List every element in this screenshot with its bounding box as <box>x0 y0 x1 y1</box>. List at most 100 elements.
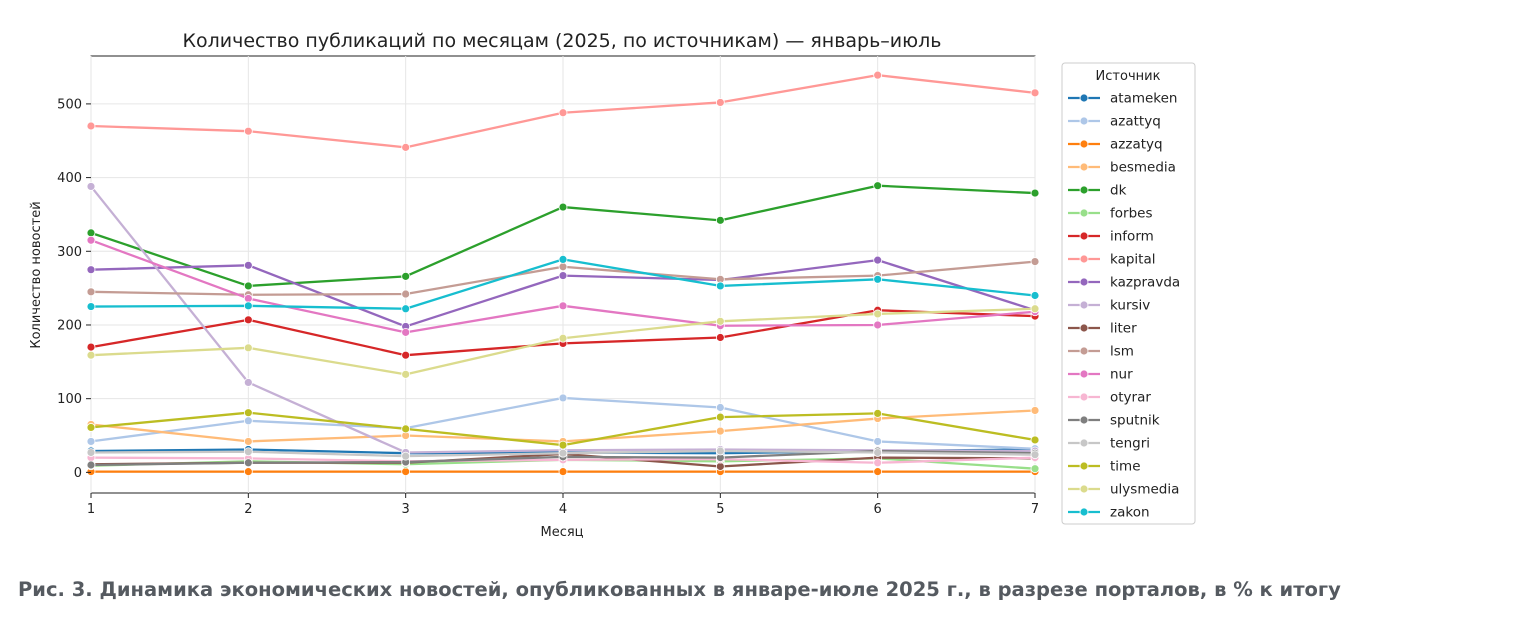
legend-label: azattyq <box>1110 114 1161 130</box>
data-point-dk <box>715 215 725 225</box>
data-point-azzatyq <box>558 467 568 477</box>
data-point-time <box>401 424 411 434</box>
data-point-tengri <box>873 448 883 457</box>
data-point-kapital <box>873 70 883 80</box>
data-point-kazpravda <box>86 265 96 275</box>
legend-label: inform <box>1110 229 1154 245</box>
chart-title: Количество публикаций по месяцам (2025, … <box>183 30 942 52</box>
data-point-liter <box>715 462 725 471</box>
data-point-inform <box>401 350 411 360</box>
data-point-kazpravda <box>873 255 883 265</box>
data-point-time <box>873 409 883 418</box>
legend-item-kapital: kapital <box>1068 252 1156 268</box>
data-point-lsm <box>401 289 411 299</box>
legend-swatch-marker <box>1079 300 1089 310</box>
legend-item-inform: inform <box>1068 229 1154 245</box>
data-point-zakon <box>401 304 411 314</box>
x-tick-label: 5 <box>716 502 724 517</box>
series-zakon <box>86 254 1040 314</box>
data-point-tengri <box>558 448 568 458</box>
data-point-dk <box>1030 188 1040 198</box>
legend-item-tengri: tengri <box>1068 436 1150 452</box>
legend-label: kapital <box>1110 252 1156 268</box>
data-point-zakon <box>86 302 96 311</box>
legend-swatch-marker <box>1079 116 1089 126</box>
series-dk <box>86 181 1040 291</box>
legend: Источник atameken azattyq azzatyq besmedia d… <box>1061 62 1196 525</box>
legend-label: time <box>1110 459 1141 475</box>
series-time <box>86 408 1040 450</box>
data-point-nur <box>873 320 883 330</box>
legend-swatch-marker <box>1079 484 1089 494</box>
data-point-dk <box>86 228 96 238</box>
legend-swatch-marker <box>1079 507 1089 517</box>
data-point-nur <box>558 301 568 311</box>
data-point-sputnik <box>243 458 253 468</box>
legend-label: ulysmedia <box>1110 482 1179 498</box>
data-point-azzatyq <box>401 467 411 477</box>
data-point-zakon <box>715 281 725 291</box>
legend-swatch-marker <box>1079 93 1089 103</box>
legend-item-besmedia: besmedia <box>1068 160 1176 176</box>
data-point-tengri <box>401 451 411 461</box>
legend-label: liter <box>1110 321 1137 337</box>
legend-label: azzatyq <box>1110 137 1163 153</box>
y-tick-label: 400 <box>57 171 82 186</box>
legend-label: nur <box>1110 367 1133 383</box>
x-tick-label: 4 <box>559 502 567 517</box>
data-point-otyrar <box>873 458 883 468</box>
legend-item-azzatyq: azzatyq <box>1068 137 1163 153</box>
legend-swatch-marker <box>1079 162 1089 172</box>
data-point-kursiv <box>86 182 96 191</box>
legend-label: kursiv <box>1110 298 1150 314</box>
data-point-lsm <box>86 287 96 297</box>
legend-item-forbes: forbes <box>1068 206 1152 222</box>
legend-title: Источник <box>1096 69 1161 84</box>
y-axis-label: Количество новостей <box>29 201 44 348</box>
legend-swatch-marker <box>1079 139 1089 149</box>
legend-item-lsm: lsm <box>1068 344 1134 360</box>
y-tick-label: 0 <box>74 466 82 481</box>
x-tick-label: 6 <box>874 502 882 517</box>
data-point-zakon <box>1030 291 1040 300</box>
data-point-besmedia <box>715 426 725 436</box>
data-point-inform <box>86 342 96 352</box>
data-point-tengri <box>1030 450 1040 460</box>
line-chart: Количество публикаций по месяцам (2025, … <box>29 30 1196 540</box>
legend-swatch-marker <box>1079 277 1089 287</box>
legend-label: lsm <box>1110 344 1134 360</box>
data-point-azzatyq <box>873 467 883 477</box>
legend-swatch-marker <box>1079 438 1089 448</box>
data-point-inform <box>243 315 253 325</box>
data-point-azattyq <box>86 437 96 446</box>
data-point-kazpravda <box>243 260 253 270</box>
data-point-ulysmedia <box>558 333 568 343</box>
legend-swatch-marker <box>1079 461 1089 471</box>
data-point-azattyq <box>558 393 568 403</box>
data-point-dk <box>401 271 411 281</box>
series-tengri <box>86 446 1040 461</box>
legend-label: dk <box>1110 183 1127 199</box>
data-point-time <box>558 440 568 450</box>
data-point-time <box>1030 435 1040 445</box>
figure-caption: Рис. 3. Динамика экономических новостей,… <box>18 578 1341 601</box>
legend-swatch-marker <box>1079 415 1089 425</box>
y-tick-label: 500 <box>57 97 82 112</box>
legend-label: forbes <box>1110 206 1152 222</box>
legend-item-time: time <box>1068 459 1141 475</box>
legend-item-azattyq: azattyq <box>1068 114 1161 130</box>
y-tick-label: 300 <box>57 245 82 260</box>
data-point-kapital <box>558 108 568 118</box>
data-point-azattyq <box>715 403 725 412</box>
legend-box <box>1061 62 1196 525</box>
legend-label: otyrar <box>1110 390 1151 406</box>
legend-label: kazpravda <box>1110 275 1180 291</box>
legend-item-otyrar: otyrar <box>1068 390 1151 406</box>
data-point-dk <box>873 181 883 191</box>
data-point-dk <box>558 202 568 212</box>
data-point-kapital <box>401 142 411 152</box>
x-axis-label: Месяц <box>540 525 583 540</box>
data-point-inform <box>715 333 725 342</box>
data-point-time <box>715 412 725 422</box>
x-tick-label: 3 <box>402 502 410 517</box>
